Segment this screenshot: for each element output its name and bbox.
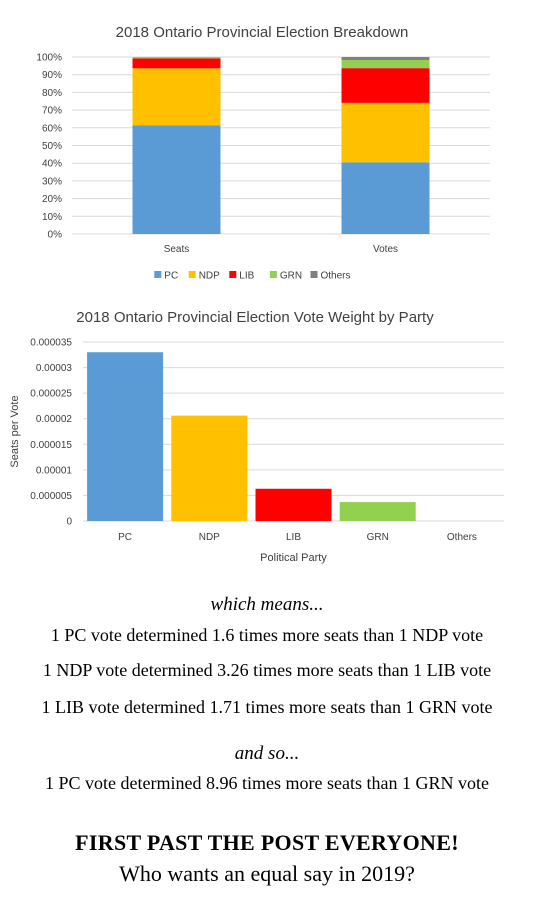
legend-swatch-grn — [269, 271, 277, 278]
chart2-y-tick-label: 0.000005 — [30, 491, 72, 502]
chart1-bar-votes-pc — [341, 162, 430, 234]
chart1-y-tick-label: 50% — [42, 141, 62, 152]
chart2-y-tick-label: 0.000035 — [30, 338, 72, 349]
chart2-bar-ndp — [171, 415, 248, 521]
chart2-y-tick-label: 0.000015 — [30, 440, 72, 451]
question-text: Who wants an equal say in 2019? — [119, 861, 415, 886]
chart1-bar-votes-others — [341, 57, 430, 61]
comparison-pc-grn: 1 PC vote determined 8.96 times more sea… — [45, 773, 489, 793]
legend-label-pc: PC — [164, 271, 178, 282]
legend-swatch-others — [310, 271, 318, 278]
chart2-x-tick-label: PC — [118, 532, 132, 543]
chart1-bar-votes-ndp — [341, 102, 430, 163]
chart1-y-tick-label: 90% — [42, 70, 62, 81]
chart1-y-tick-label: 60% — [42, 123, 62, 134]
seat-vote-breakdown-chart: 2018 Ontario Provincial Election Breakdo… — [36, 24, 490, 282]
chart2-bar-lib — [255, 488, 332, 521]
chart1-x-tick-label: Seats — [164, 244, 190, 255]
chart2-x-tick-label: Others — [447, 532, 477, 543]
chart1-bar-seats-grn — [132, 57, 221, 59]
chart2-y-tick-label: 0.00003 — [36, 363, 73, 374]
chart1-y-tick-label: 20% — [42, 194, 62, 205]
comparison-lib-grn: 1 LIB vote determined 1.71 times more se… — [41, 697, 493, 717]
legend-swatch-ndp — [188, 271, 196, 278]
chart1-y-tick-label: 40% — [42, 159, 62, 170]
vote-weight-chart: 2018 Ontario Provincial Election Vote We… — [9, 309, 504, 564]
chart1-title: 2018 Ontario Provincial Election Breakdo… — [116, 24, 409, 41]
chart1-y-tick-label: 10% — [42, 212, 62, 223]
chart2-title: 2018 Ontario Provincial Election Vote We… — [76, 309, 434, 326]
chart1-y-tick-label: 70% — [42, 106, 62, 117]
comparison-ndp-lib: 1 NDP vote determined 3.26 times more se… — [42, 660, 492, 680]
chart1-x-tick-label: Votes — [373, 244, 398, 255]
chart2-x-axis-label: Political Party — [260, 552, 327, 564]
comparison-pc-ndp: 1 PC vote determined 1.6 times more seat… — [50, 625, 484, 645]
chart2-bar-pc — [87, 352, 164, 521]
legend-label-ndp: NDP — [199, 271, 220, 282]
chart1-y-tick-label: 80% — [42, 88, 62, 99]
chart2-y-tick-label: 0.000025 — [30, 389, 72, 400]
chart2-y-tick-label: 0 — [66, 517, 72, 528]
chart2-y-axis-label: Seats per Vote — [9, 395, 21, 467]
chart2-x-tick-label: GRN — [367, 532, 389, 543]
chart1-bar-seats-ndp — [132, 68, 221, 126]
chart1-y-tick-label: 0% — [48, 230, 63, 241]
slogan-heading: FIRST PAST THE POST EVERYONE! — [75, 830, 459, 855]
legend-swatch-lib — [229, 271, 237, 278]
chart2-x-tick-label: LIB — [286, 532, 301, 543]
chart1-bar-seats-pc — [132, 125, 221, 234]
chart2-y-tick-label: 0.00001 — [36, 465, 73, 476]
and-so-text: and so... — [234, 743, 300, 764]
legend-label-lib: LIB — [239, 271, 254, 282]
chart2-bar-grn — [339, 502, 416, 521]
chart1-bar-votes-grn — [341, 60, 430, 69]
legend-swatch-pc — [154, 271, 162, 278]
legend-label-others: Others — [321, 271, 351, 282]
chart2-y-tick-label: 0.00002 — [36, 414, 73, 425]
chart1-bar-votes-lib — [341, 68, 430, 103]
chart1-y-tick-label: 30% — [42, 176, 62, 187]
chart1-y-tick-label: 100% — [36, 53, 62, 64]
chart1-bar-seats-lib — [132, 58, 221, 69]
legend-label-grn: GRN — [280, 271, 302, 282]
chart2-x-tick-label: NDP — [199, 532, 220, 543]
which-means-text: which means... — [210, 594, 324, 615]
